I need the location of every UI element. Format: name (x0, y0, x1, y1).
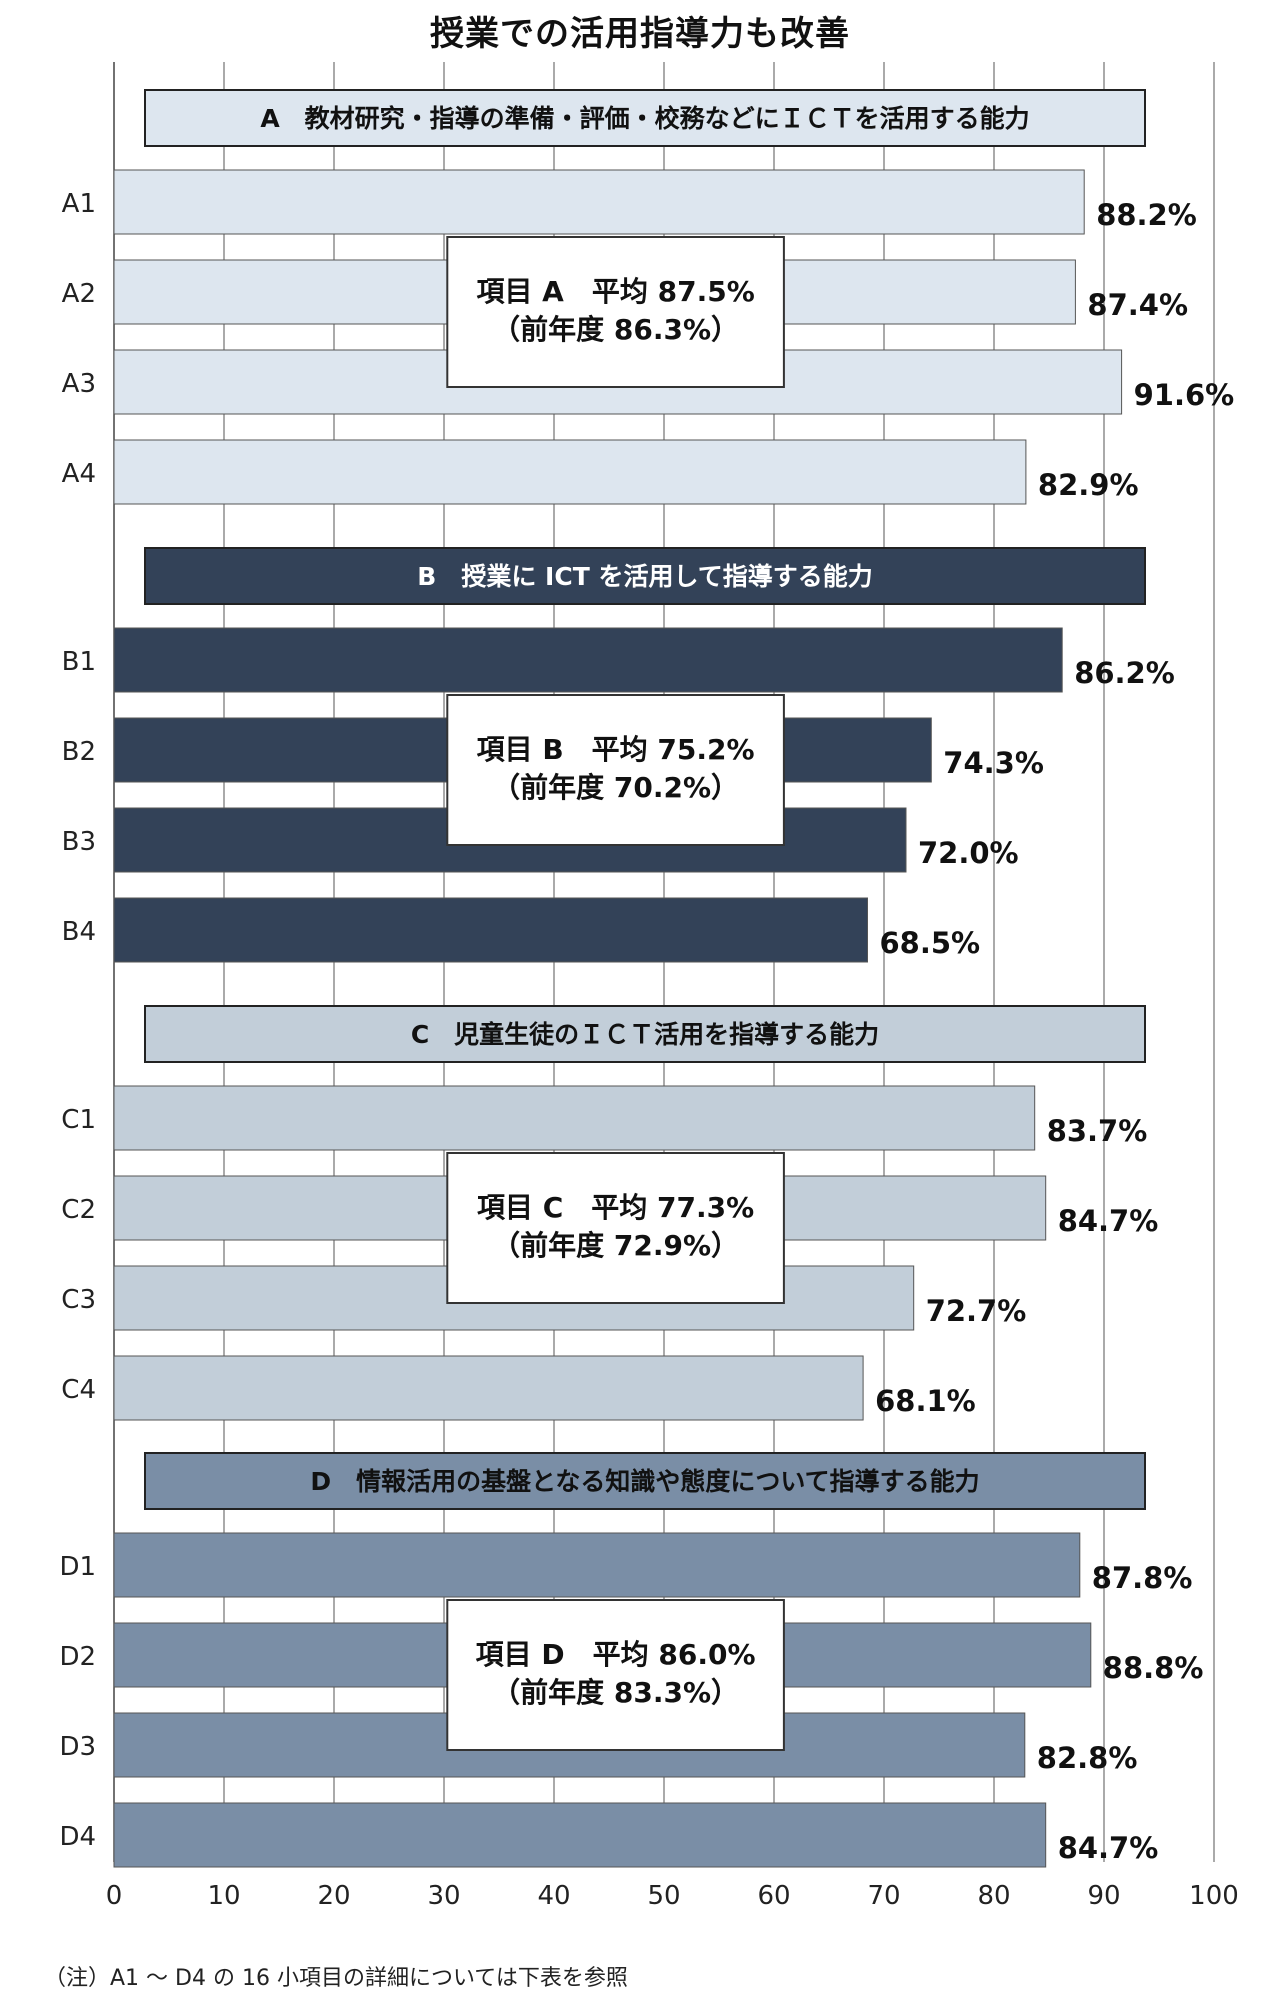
value-label: 87.8% (1092, 1561, 1193, 1595)
category-label: B2 (62, 737, 96, 767)
summary-previous-year: （前年度 83.3%） (492, 1676, 739, 1709)
summary-box (446, 1152, 785, 1304)
category-label: B3 (62, 827, 96, 857)
bar (113, 439, 1027, 505)
category-label: C2 (61, 1195, 96, 1225)
category-label: A2 (62, 279, 96, 309)
bar (113, 1802, 1047, 1868)
category-label: C1 (61, 1105, 96, 1135)
category-label: A1 (62, 189, 96, 219)
value-label: 86.2% (1074, 656, 1175, 690)
summary-average: 項目 C 平均 77.3% (477, 1191, 754, 1224)
category-label: A4 (62, 459, 96, 489)
summary-previous-year: （前年度 72.9%） (492, 1229, 739, 1262)
value-label: 84.7% (1058, 1204, 1159, 1238)
x-tick-label: 100 (1189, 1881, 1239, 1911)
x-tick-label: 50 (647, 1881, 680, 1911)
value-label: 91.6% (1134, 378, 1235, 412)
group-header-box (144, 547, 1146, 605)
bar (113, 897, 868, 963)
x-tick-label: 60 (757, 1881, 790, 1911)
value-label: 84.7% (1058, 1831, 1159, 1865)
chart-title: 授業での活用指導力も改善 (430, 14, 850, 54)
summary-box (446, 694, 785, 846)
group-header-box (144, 1005, 1146, 1063)
summary-box (446, 236, 785, 388)
x-tick-label: 20 (317, 1881, 350, 1911)
x-tick-label: 40 (537, 1881, 570, 1911)
value-label: 87.4% (1087, 288, 1188, 322)
bar (113, 169, 1085, 235)
x-tick-label: 70 (867, 1881, 900, 1911)
category-label: C4 (61, 1375, 96, 1405)
group-header-label: B 授業に ICT を活用して指導する能力 (417, 562, 872, 591)
value-label: 88.2% (1096, 198, 1197, 232)
summary-average: 項目 B 平均 75.2% (477, 733, 755, 766)
category-label: B4 (62, 917, 96, 947)
category-label: D4 (59, 1822, 96, 1852)
group-header-box (144, 1452, 1146, 1510)
category-label: D2 (59, 1642, 96, 1672)
summary-average: 項目 A 平均 87.5% (476, 275, 754, 308)
group-header-label: D 情報活用の基盤となる知識や態度について指導する能力 (310, 1467, 979, 1496)
x-tick-label: 90 (1087, 1881, 1120, 1911)
category-label: C3 (61, 1285, 96, 1315)
value-label: 83.7% (1047, 1114, 1148, 1148)
group-header-box (144, 89, 1146, 147)
category-label: D3 (59, 1732, 96, 1762)
value-label: 88.8% (1103, 1651, 1204, 1685)
x-tick-label: 10 (207, 1881, 240, 1911)
value-label: 74.3% (943, 746, 1044, 780)
bar (113, 1355, 864, 1421)
group-header-label: C 児童生徒のＩＣＴ活用を指導する能力 (411, 1020, 879, 1049)
bar (113, 1085, 1036, 1151)
summary-previous-year: （前年度 86.3%） (492, 313, 739, 346)
bar (113, 1532, 1081, 1598)
category-label: A3 (62, 369, 96, 399)
summary-average: 項目 D 平均 86.0% (476, 1638, 756, 1671)
group-header-label: A 教材研究・指導の準備・評価・校務などにＩＣＴを活用する能力 (260, 104, 1029, 133)
value-label: 68.5% (880, 926, 981, 960)
x-tick-label: 0 (106, 1881, 123, 1911)
value-label: 82.9% (1038, 468, 1139, 502)
x-tick-label: 80 (977, 1881, 1010, 1911)
x-tick-label: 30 (427, 1881, 460, 1911)
bar (113, 627, 1063, 693)
value-label: 82.8% (1037, 1741, 1138, 1775)
value-label: 72.0% (918, 836, 1019, 870)
summary-box (446, 1599, 785, 1751)
summary-previous-year: （前年度 70.2%） (492, 771, 739, 804)
value-label: 72.7% (926, 1294, 1027, 1328)
category-label: B1 (62, 647, 96, 677)
category-label: D1 (59, 1552, 96, 1582)
value-label: 68.1% (875, 1384, 976, 1418)
footnote: （注）A1 ～ D4 の 16 小項目の詳細については下表を参照 (44, 1966, 628, 1991)
